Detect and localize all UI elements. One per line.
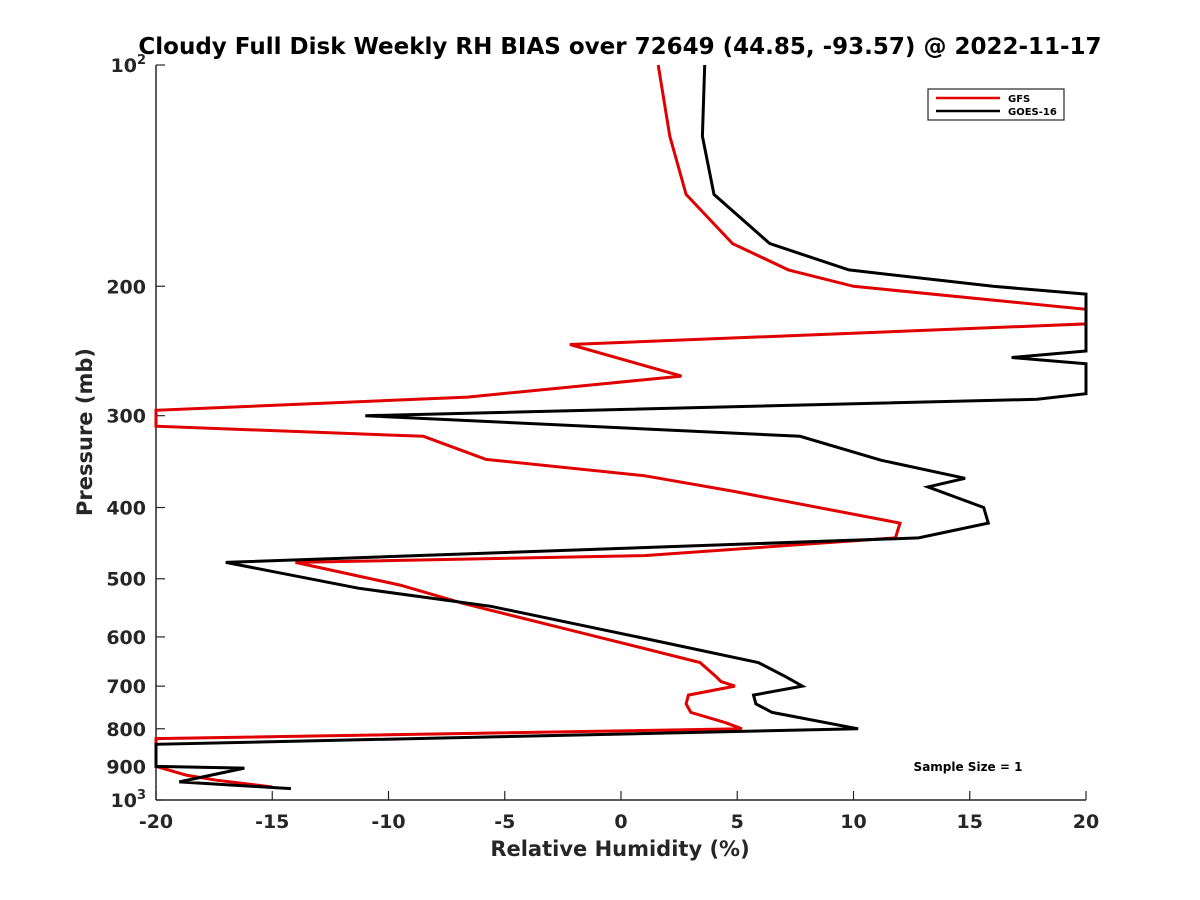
y-tick-label: 200 xyxy=(106,276,146,298)
legend-label: GOES-16 xyxy=(1008,107,1057,118)
y-tick-label: 103 xyxy=(111,788,147,812)
x-axis-label: Relative Humidity (%) xyxy=(490,837,749,861)
y-axis-label: Pressure (mb) xyxy=(73,348,97,516)
legend: GFS GOES-16 xyxy=(927,88,1065,121)
x-tick-label: -15 xyxy=(255,811,289,833)
y-tick-label: 800 xyxy=(106,719,146,741)
y-tick-label: 102 xyxy=(111,53,147,77)
axes: -20 -15 -10 -5 0 5 10 15 20 102 200 300 400 500 600 700… xyxy=(106,53,1099,833)
y-tick-label: 500 xyxy=(106,569,146,591)
series-layer xyxy=(154,64,1088,791)
sample-size-annotation: Sample Size = 1 xyxy=(914,760,1023,774)
y-tick-label: 700 xyxy=(106,676,146,698)
x-tick-label: 20 xyxy=(1073,811,1099,833)
x-tick-label: -5 xyxy=(494,811,515,833)
series-line-goes16 xyxy=(154,64,1088,791)
x-tick-label: 0 xyxy=(614,811,627,833)
y-tick-label: 300 xyxy=(106,406,146,428)
series-line-gfs xyxy=(154,64,1088,789)
y-tick-label: 400 xyxy=(106,498,146,520)
x-tick-label: -10 xyxy=(371,811,405,833)
x-tick-label: 15 xyxy=(957,811,983,833)
x-tick-label: -20 xyxy=(139,811,173,833)
legend-box xyxy=(927,88,1065,121)
chart-title: Cloudy Full Disk Weekly RH BIAS over 726… xyxy=(138,34,1101,60)
x-tick-label: 5 xyxy=(731,811,744,833)
y-tick-label: 600 xyxy=(106,627,146,649)
x-tick-label: 10 xyxy=(840,811,866,833)
y-tick-label: 900 xyxy=(106,756,146,778)
legend-label: GFS xyxy=(1008,94,1030,105)
